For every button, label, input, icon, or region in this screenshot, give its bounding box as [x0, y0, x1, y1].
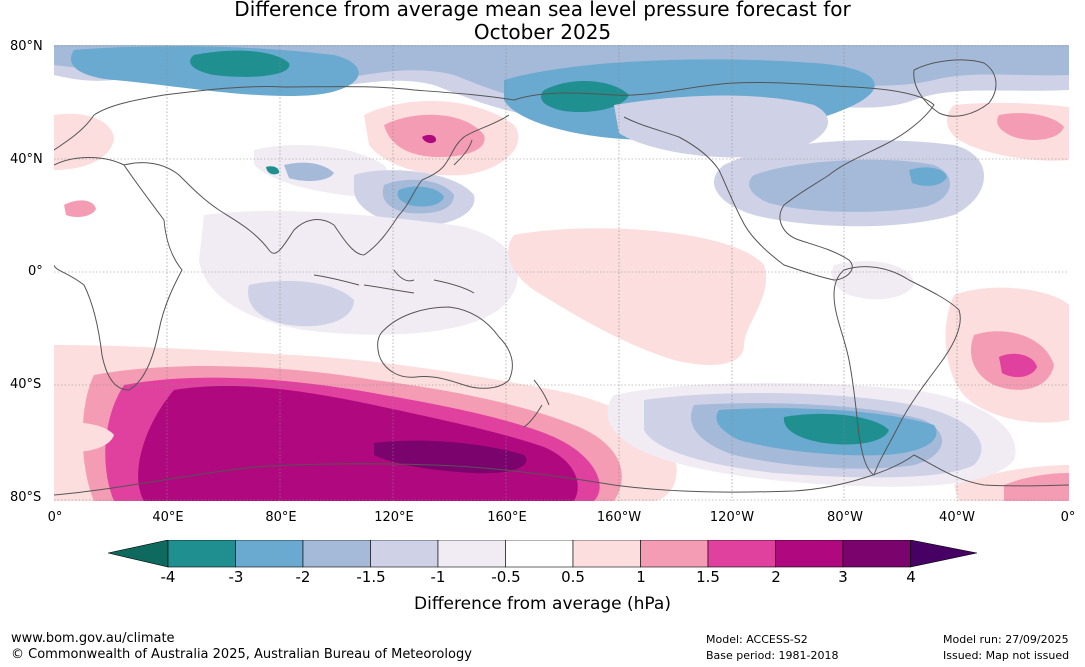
- lon-label-0-left: 0°: [47, 510, 63, 525]
- south-pacific-low-anomaly: [607, 383, 1016, 487]
- colorbar-tick: -1.5: [356, 568, 386, 586]
- colorbar-segment: [640, 540, 709, 568]
- colorbar-tick: 2: [771, 568, 781, 586]
- north-atlantic-high-anomaly: [54, 102, 1069, 217]
- pressure-anomaly-map: [54, 45, 1069, 501]
- map-title-line-1: Difference from average mean sea level p…: [234, 0, 851, 21]
- lat-label-80s: 80°S: [10, 490, 42, 505]
- colorbar-tick: -0.5: [491, 568, 521, 586]
- footer-base-period: Base period: 1981-2018: [706, 649, 839, 662]
- colorbar-tick: 1.5: [696, 568, 720, 586]
- lon-label-0-right: 0°: [1060, 510, 1076, 525]
- colorbar-tick: -3: [228, 568, 244, 586]
- footer-model: Model: ACCESS-S2: [706, 633, 808, 646]
- north-america-low-anomaly: [614, 95, 984, 227]
- lon-label-120w: 120°W: [709, 510, 755, 525]
- footer-model-run: Model run: 27/09/2025: [943, 633, 1069, 646]
- colorbar-segment: [167, 540, 236, 568]
- colorbar-segment: [707, 540, 776, 568]
- colorbar-label: Difference from average (hPa): [414, 594, 671, 614]
- lon-label-80w: 80°W: [827, 510, 863, 525]
- colorbar-segment: [775, 540, 844, 568]
- footer-url[interactable]: www.bom.gov.au/climate: [11, 631, 175, 646]
- colorbar-tick: -4: [160, 568, 176, 586]
- colorbar-segment: [108, 540, 169, 568]
- tropical-anomalies: [199, 210, 914, 365]
- colorbar-segment: [370, 540, 439, 568]
- graticule: [54, 45, 1069, 501]
- lon-label-120e: 120°E: [374, 510, 414, 525]
- colorbar-tick: 4: [906, 568, 916, 586]
- colorbar-segment: [505, 540, 574, 568]
- colorbar: [108, 540, 978, 568]
- colorbar-tick: 1: [636, 568, 646, 586]
- lon-label-40w: 40°W: [939, 510, 975, 525]
- colorbar-segment: [235, 540, 304, 568]
- asia-low-anomaly: [254, 145, 475, 226]
- lat-label-40s: 40°S: [10, 377, 42, 392]
- footer-copyright: © Commonwealth of Australia 2025, Austra…: [11, 647, 472, 662]
- colorbar-segment: [302, 540, 371, 568]
- lat-label-40n: 40°N: [10, 152, 43, 167]
- lon-label-40e: 40°E: [152, 510, 184, 525]
- colorbar-tick: -2: [295, 568, 311, 586]
- colorbar-tick: 3: [838, 568, 848, 586]
- colorbar-segment: [842, 540, 911, 568]
- lat-label-equator: 0°: [28, 264, 43, 279]
- southern-ocean-high-anomaly: [54, 345, 1069, 501]
- colorbar-tick: 0.5: [561, 568, 585, 586]
- lat-label-80n: 80°N: [10, 39, 43, 54]
- coastlines: [54, 59, 1069, 496]
- lon-label-160w: 160°W: [596, 510, 642, 525]
- lon-label-80e: 80°E: [265, 510, 297, 525]
- footer-issued: Issued: Map not issued: [943, 649, 1070, 662]
- colorbar-segment: [910, 540, 978, 568]
- north-pacific-high-anomaly: [364, 101, 519, 176]
- arctic-low-anomaly: [54, 45, 1069, 140]
- south-atlantic-high-anomaly: [945, 287, 1069, 423]
- colorbar-segment: [437, 540, 506, 568]
- map-title-line-2: October 2025: [473, 20, 612, 44]
- colorbar-segment: [572, 540, 641, 568]
- lon-label-160e: 160°E: [487, 510, 527, 525]
- colorbar-tick: -1: [430, 568, 446, 586]
